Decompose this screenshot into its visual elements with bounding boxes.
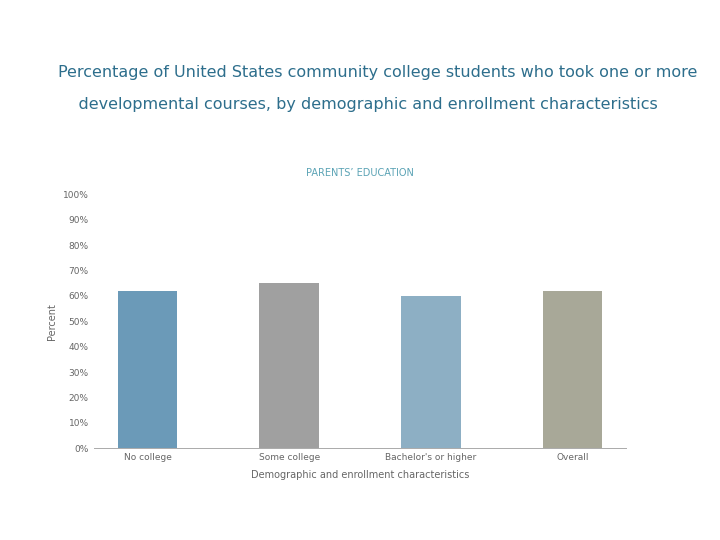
Bar (401, 296, 461, 448)
X-axis label: Demographic and enrollment characteristics: Demographic and enrollment characteristi… (251, 470, 469, 481)
Bar (259, 283, 319, 448)
Text: developmental courses, by demographic and enrollment characteristics: developmental courses, by demographic an… (58, 97, 657, 112)
Text: Percentage of United States community college students who took one or more: Percentage of United States community co… (58, 65, 697, 80)
Bar (543, 291, 602, 448)
Bar (118, 291, 177, 448)
Text: PARENTS’ EDUCATION: PARENTS’ EDUCATION (306, 168, 414, 178)
Y-axis label: Percent: Percent (48, 303, 58, 340)
